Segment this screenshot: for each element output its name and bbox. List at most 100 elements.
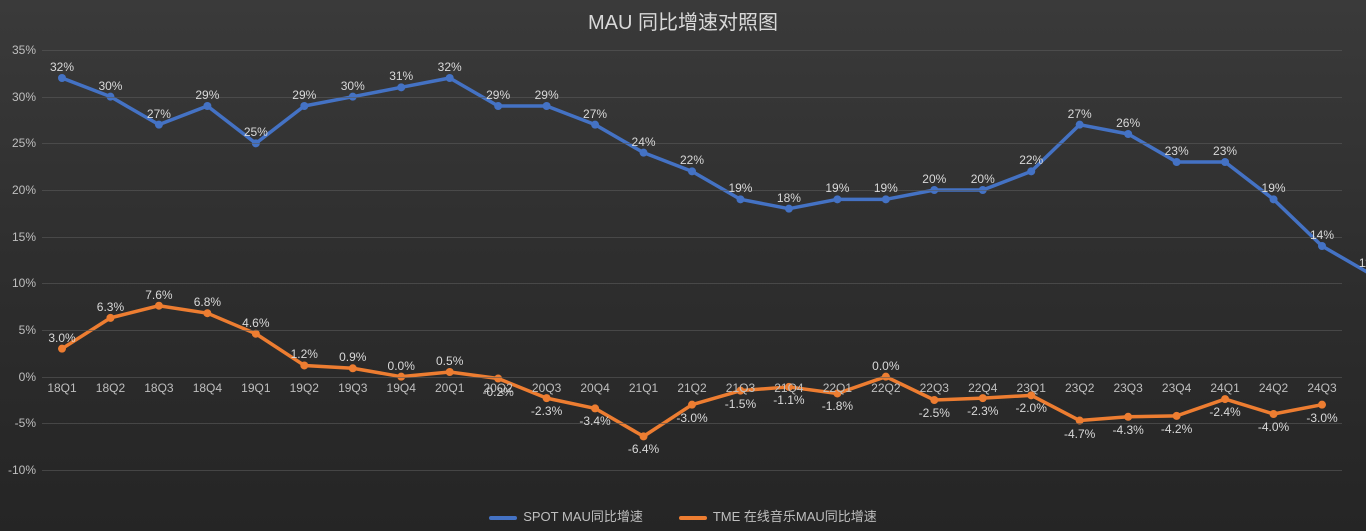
x-axis-label: 24Q2 xyxy=(1259,381,1288,395)
data-label: 30% xyxy=(98,79,122,93)
data-label: 0.5% xyxy=(436,354,463,368)
data-label: 6.8% xyxy=(194,295,221,309)
data-label: 22% xyxy=(1019,153,1043,167)
series-marker xyxy=(446,368,454,376)
data-label: 18% xyxy=(777,191,801,205)
y-axis-label: -10% xyxy=(8,463,36,477)
series-marker xyxy=(688,401,696,409)
series-marker xyxy=(785,205,793,213)
data-label: 20% xyxy=(971,172,995,186)
data-label: 32% xyxy=(50,60,74,74)
series-marker xyxy=(591,404,599,412)
data-label: -1.8% xyxy=(822,399,853,413)
chart-legend: SPOT MAU同比增速TME 在线音乐MAU同比增速 xyxy=(0,506,1366,525)
x-axis-label: 20Q4 xyxy=(580,381,609,395)
series-marker xyxy=(106,314,114,322)
x-axis-label: 21Q3 xyxy=(726,381,755,395)
series-marker xyxy=(1173,158,1181,166)
series-marker xyxy=(640,432,648,440)
series-marker xyxy=(300,102,308,110)
data-label: 27% xyxy=(147,107,171,121)
data-label: -2.5% xyxy=(919,406,950,420)
x-axis-label: 23Q3 xyxy=(1113,381,1142,395)
y-axis-label: 30% xyxy=(12,90,36,104)
legend-swatch xyxy=(489,516,517,520)
data-label: -3.0% xyxy=(676,411,707,425)
data-label: -2.3% xyxy=(531,404,562,418)
data-label: 4.6% xyxy=(242,316,269,330)
data-label: -2.0% xyxy=(1016,401,1047,415)
series-marker xyxy=(930,396,938,404)
y-axis-label: 5% xyxy=(19,323,36,337)
x-axis-label: 19Q2 xyxy=(290,381,319,395)
legend-label: SPOT MAU同比增速 xyxy=(523,509,643,524)
y-axis-label: 0% xyxy=(19,370,36,384)
data-label: 0.0% xyxy=(872,359,899,373)
data-label: 19% xyxy=(728,181,752,195)
series-line-0 xyxy=(62,78,1366,274)
data-label: 19% xyxy=(1262,181,1286,195)
x-axis-label: 22Q3 xyxy=(920,381,949,395)
y-axis-label: -5% xyxy=(15,416,36,430)
x-axis-label: 19Q4 xyxy=(387,381,416,395)
x-axis-label: 18Q3 xyxy=(144,381,173,395)
series-marker xyxy=(397,83,405,91)
y-axis-label: 10% xyxy=(12,276,36,290)
data-label: 0.0% xyxy=(388,359,415,373)
data-label: 24% xyxy=(632,135,656,149)
data-label: 27% xyxy=(1068,107,1092,121)
grid-line xyxy=(42,377,1342,378)
x-axis-label: 22Q1 xyxy=(823,381,852,395)
mau-growth-chart: MAU 同比增速对照图 -10%-5%0%5%10%15%20%25%30%35… xyxy=(0,0,1366,531)
grid-line xyxy=(42,470,1342,471)
series-marker xyxy=(640,149,648,157)
series-marker xyxy=(446,74,454,82)
series-marker xyxy=(300,361,308,369)
x-axis-label: 20Q3 xyxy=(532,381,561,395)
data-label: -1.5% xyxy=(725,397,756,411)
x-axis-label: 21Q2 xyxy=(677,381,706,395)
x-axis-label: 18Q1 xyxy=(47,381,76,395)
data-label: 20% xyxy=(922,172,946,186)
data-label: 6.3% xyxy=(97,300,124,314)
grid-line xyxy=(42,237,1342,238)
x-axis-label: 23Q2 xyxy=(1065,381,1094,395)
series-marker xyxy=(1318,242,1326,250)
data-label: 31% xyxy=(389,69,413,83)
series-marker xyxy=(1124,130,1132,138)
data-label: 29% xyxy=(535,88,559,102)
plot-area: -10%-5%0%5%10%15%20%25%30%35%18Q118Q218Q… xyxy=(42,50,1342,470)
x-axis-label: 23Q1 xyxy=(1017,381,1046,395)
data-label: 23% xyxy=(1165,144,1189,158)
y-axis-label: 25% xyxy=(12,136,36,150)
series-marker xyxy=(155,302,163,310)
data-label: -4.0% xyxy=(1258,420,1289,434)
data-label: 19% xyxy=(825,181,849,195)
series-marker xyxy=(1173,412,1181,420)
grid-line xyxy=(42,283,1342,284)
x-axis-label: 24Q3 xyxy=(1307,381,1336,395)
series-marker xyxy=(543,394,551,402)
series-marker xyxy=(1027,167,1035,175)
data-label: 23% xyxy=(1213,144,1237,158)
series-marker xyxy=(1124,413,1132,421)
grid-line xyxy=(42,143,1342,144)
chart-lines-svg xyxy=(42,50,1342,470)
series-marker xyxy=(1270,410,1278,418)
data-label: 27% xyxy=(583,107,607,121)
data-label: -0.2% xyxy=(482,385,513,399)
x-axis-label: 24Q1 xyxy=(1210,381,1239,395)
series-marker xyxy=(155,121,163,129)
series-marker xyxy=(58,74,66,82)
series-marker xyxy=(1270,195,1278,203)
data-label: -6.4% xyxy=(628,442,659,456)
data-label: -2.4% xyxy=(1209,405,1240,419)
series-marker xyxy=(543,102,551,110)
data-label: 0.9% xyxy=(339,350,366,364)
legend-swatch xyxy=(679,516,707,520)
series-marker xyxy=(736,195,744,203)
data-label: 25% xyxy=(244,125,268,139)
y-axis-label: 20% xyxy=(12,183,36,197)
grid-line xyxy=(42,50,1342,51)
x-axis-label: 18Q2 xyxy=(96,381,125,395)
